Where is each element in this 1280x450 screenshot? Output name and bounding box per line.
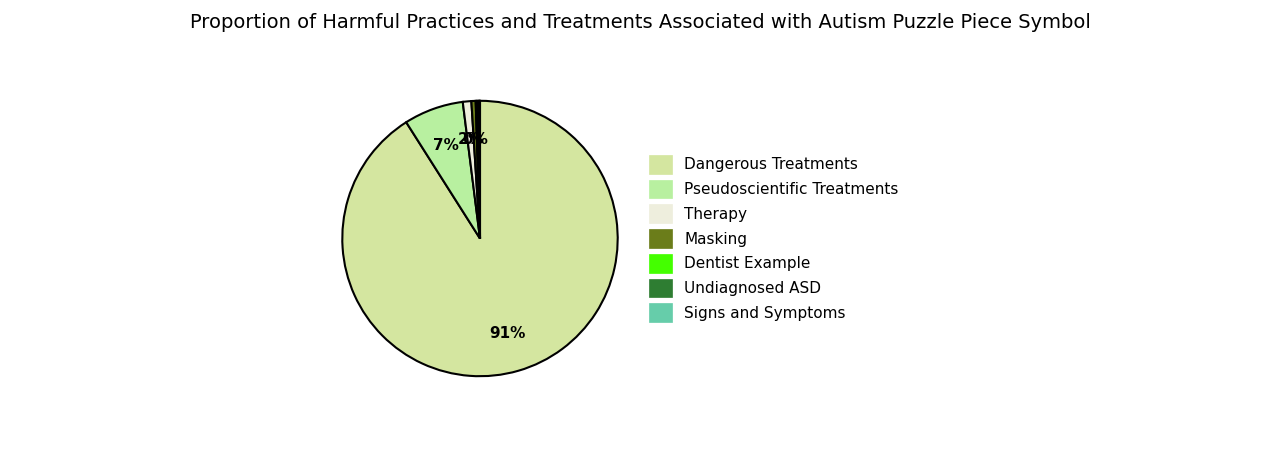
Wedge shape — [406, 102, 480, 238]
Wedge shape — [476, 101, 480, 238]
Wedge shape — [463, 101, 480, 239]
Wedge shape — [471, 101, 480, 238]
Text: 0%: 0% — [462, 132, 488, 147]
Legend: Dangerous Treatments, Pseudoscientific Treatments, Therapy, Masking, Dentist Exa: Dangerous Treatments, Pseudoscientific T… — [641, 147, 906, 330]
Wedge shape — [342, 101, 618, 376]
Text: Proportion of Harmful Practices and Treatments Associated with Autism Puzzle Pie: Proportion of Harmful Practices and Trea… — [189, 14, 1091, 32]
Text: 7%: 7% — [434, 138, 460, 153]
Wedge shape — [477, 101, 480, 238]
Text: 2%: 2% — [458, 132, 484, 147]
Text: 91%: 91% — [489, 326, 526, 341]
